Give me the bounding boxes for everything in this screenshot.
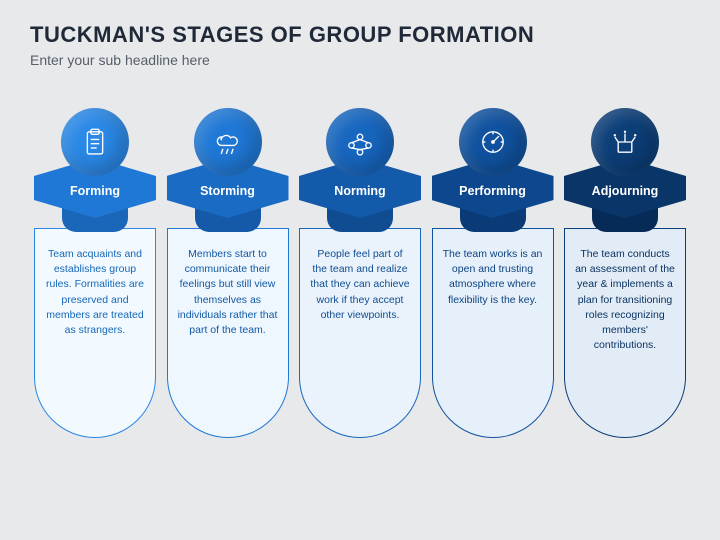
stage-description: Members start to communicate their feeli… <box>167 228 289 438</box>
celebrate-icon <box>591 108 659 176</box>
stage-description: The team works is an open and trusting a… <box>432 228 554 438</box>
stage-4: Performing The team works is an open and… <box>432 108 554 438</box>
stage-description: Team acquaints and establishes group rul… <box>34 228 156 438</box>
stage-description: The team conducts an assessment of the y… <box>564 228 686 438</box>
stage-1: Forming Team acquaints and establishes g… <box>34 108 156 438</box>
stage-description: People feel part of the team and realize… <box>299 228 421 438</box>
stage-2: Storming Members start to communicate th… <box>167 108 289 438</box>
slide: TUCKMAN'S STAGES OF GROUP FORMATION Ente… <box>0 0 720 540</box>
team-icon <box>326 108 394 176</box>
page-title: TUCKMAN'S STAGES OF GROUP FORMATION <box>30 22 690 48</box>
stage-3: Norming People feel part of the team and… <box>299 108 421 438</box>
gauge-icon <box>459 108 527 176</box>
stages-row: Forming Team acquaints and establishes g… <box>30 108 690 438</box>
stage-5: Adjourning The team conducts an assessme… <box>564 108 686 438</box>
clipboard-icon <box>61 108 129 176</box>
storm-icon <box>194 108 262 176</box>
page-subtitle: Enter your sub headline here <box>30 52 690 68</box>
